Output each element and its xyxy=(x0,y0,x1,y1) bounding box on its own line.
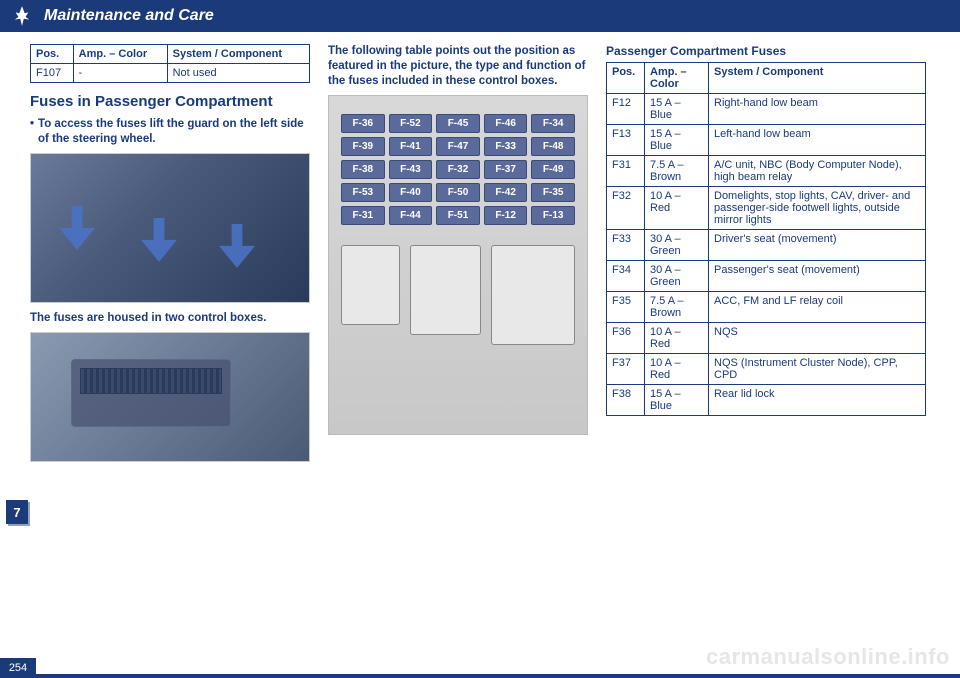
fuse-position-label: F-47 xyxy=(436,137,480,156)
fuse-position-label: F-12 xyxy=(484,206,528,225)
table-row: F357.5 A – BrownACC, FM and LF relay coi… xyxy=(607,292,926,323)
table-row: F1315 A – BlueLeft-hand low beam xyxy=(607,125,926,156)
small-fuse-table: Pos. Amp. – Color System / Component F10… xyxy=(30,44,310,83)
fuse-position-label: F-36 xyxy=(341,114,385,133)
fuse-position-label: F-31 xyxy=(341,206,385,225)
column-middle: The following table points out the posit… xyxy=(328,44,588,470)
passenger-fuse-table: Pos. Amp. – Color System / Component F12… xyxy=(606,62,926,416)
relay-box-large xyxy=(491,245,575,345)
page-content: Pos. Amp. – Color System / Component F10… xyxy=(0,32,960,470)
fuse-diagram: F-36F-52F-45F-46F-34 F-39F-41F-47F-33F-48… xyxy=(328,95,588,435)
fuse-grid: F-36F-52F-45F-46F-34 F-39F-41F-47F-33F-48… xyxy=(341,114,575,225)
bullet-text: To access the fuses lift the guard on th… xyxy=(30,117,310,147)
table-row: F317.5 A – BrownA/C unit, NBC (Body Comp… xyxy=(607,156,926,187)
fuse-position-label: F-42 xyxy=(484,183,528,202)
table-row: F107 - Not used xyxy=(31,64,310,83)
watermark-text: carmanualsonline.info xyxy=(706,644,950,670)
table-row: F1215 A – BlueRight-hand low beam xyxy=(607,94,926,125)
table-row: F3430 A – GreenPassenger's seat (movemen… xyxy=(607,261,926,292)
fuse-position-label: F-37 xyxy=(484,160,528,179)
th-amp: Amp. – Color xyxy=(645,63,709,94)
fuse-position-label: F-34 xyxy=(531,114,575,133)
th-amp: Amp. – Color xyxy=(73,45,167,64)
fuse-position-label: F-46 xyxy=(484,114,528,133)
footer-rule xyxy=(36,674,960,678)
fuse-position-label: F-13 xyxy=(531,206,575,225)
fuse-position-label: F-48 xyxy=(531,137,575,156)
relay-box-small xyxy=(341,245,400,325)
control-box-image xyxy=(30,332,310,462)
th-pos: Pos. xyxy=(31,45,74,64)
fuse-position-label: F-32 xyxy=(436,160,480,179)
fuse-position-label: F-35 xyxy=(531,183,575,202)
fuse-position-label: F-43 xyxy=(389,160,433,179)
table-row: F3210 A – RedDomelights, stop lights, CA… xyxy=(607,187,926,230)
table-row: F3610 A – RedNQS xyxy=(607,323,926,354)
header-title: Maintenance and Care xyxy=(44,7,214,25)
fuse-position-label: F-53 xyxy=(341,183,385,202)
arrow-down-icon xyxy=(141,218,177,262)
fuse-position-label: F-39 xyxy=(341,137,385,156)
th-sys: System / Component xyxy=(167,45,309,64)
fuse-position-label: F-38 xyxy=(341,160,385,179)
table-row: F3330 A – GreenDriver's seat (movement) xyxy=(607,230,926,261)
th-sys: System / Component xyxy=(709,63,926,94)
fuse-position-label: F-52 xyxy=(389,114,433,133)
fuse-position-label: F-33 xyxy=(484,137,528,156)
table-title: Passenger Compartment Fuses xyxy=(606,44,926,58)
fuse-position-label: F-49 xyxy=(531,160,575,179)
fuse-position-label: F-41 xyxy=(389,137,433,156)
chapter-tab: 7 xyxy=(6,500,28,524)
relay-box-medium xyxy=(410,245,481,335)
fuse-position-label: F-51 xyxy=(436,206,480,225)
column-left: Pos. Amp. – Color System / Component F10… xyxy=(30,44,310,470)
page-header: Maintenance and Care xyxy=(0,0,960,32)
fuse-position-label: F-44 xyxy=(389,206,433,225)
table-row: F3815 A – BlueRear lid lock xyxy=(607,385,926,416)
steering-guard-image xyxy=(30,153,310,303)
brand-logo-icon xyxy=(12,4,32,28)
fuse-position-label: F-45 xyxy=(436,114,480,133)
table-row: F3710 A – RedNQS (Instrument Cluster Nod… xyxy=(607,354,926,385)
page-number: 254 xyxy=(0,658,36,678)
column-right: Passenger Compartment Fuses Pos. Amp. – … xyxy=(606,44,926,470)
arrow-down-icon xyxy=(59,206,95,250)
fuse-position-label: F-50 xyxy=(436,183,480,202)
section-title: Fuses in Passenger Compartment xyxy=(30,93,310,111)
arrow-down-icon xyxy=(219,224,255,268)
fuse-box-illustration xyxy=(71,359,231,427)
fuse-position-label: F-40 xyxy=(389,183,433,202)
blank-boxes-row xyxy=(341,245,575,345)
caption-text: The fuses are housed in two control boxe… xyxy=(30,311,310,326)
th-pos: Pos. xyxy=(607,63,645,94)
intro-text: The following table points out the posit… xyxy=(328,44,588,89)
